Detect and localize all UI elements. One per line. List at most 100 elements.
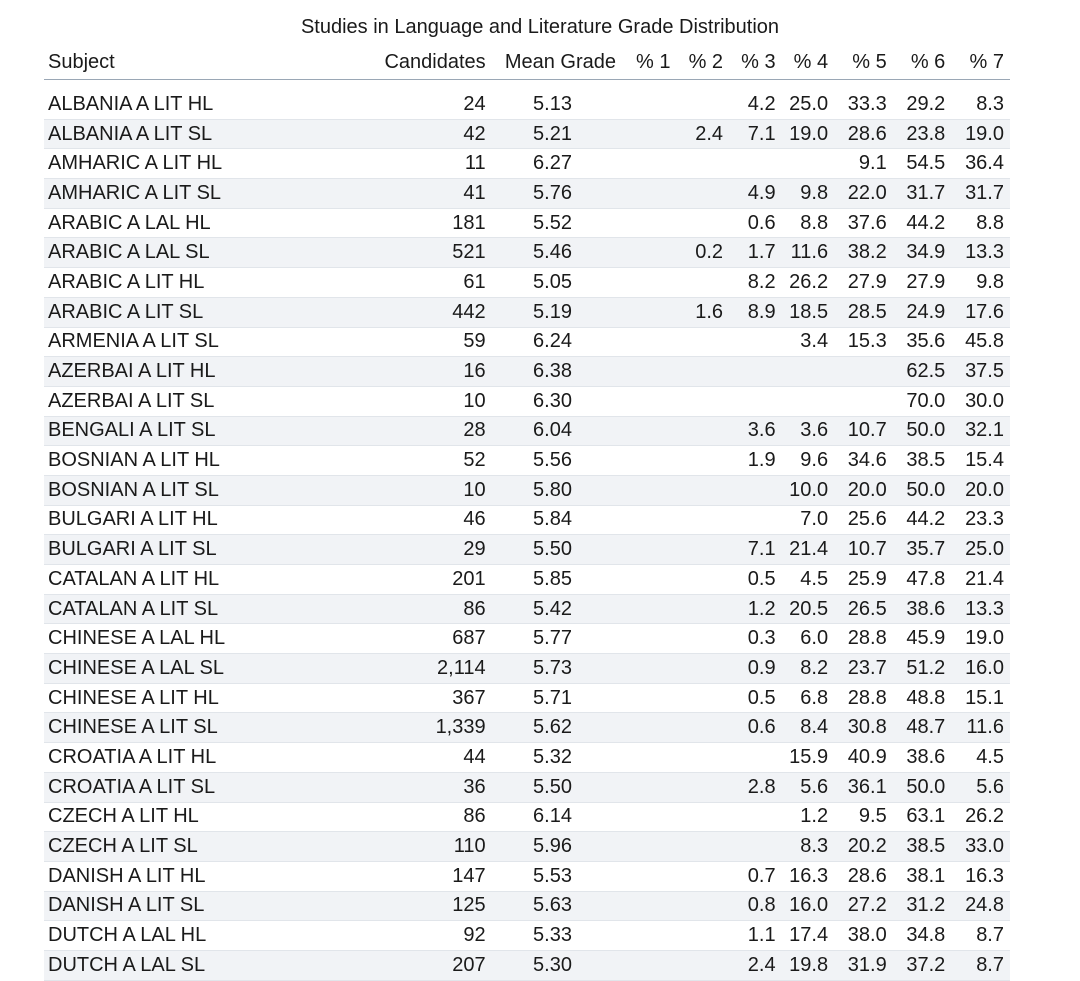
cell-pct-4: 6.0	[781, 623, 835, 655]
cell-pct-4: 15.9	[781, 742, 835, 773]
header-spacer	[44, 80, 1010, 91]
cell-pct-3: 2.8	[729, 772, 782, 803]
cell-pct-6: 31.2	[892, 891, 952, 922]
cell-pct-5: 34.6	[834, 445, 893, 476]
cell-pct-1	[623, 267, 677, 298]
cell-subject: DUTCH A LAL HL	[44, 920, 361, 951]
grade-distribution-table: Subject Candidates Mean Grade % 1 % 2 % …	[44, 46, 1010, 981]
cell-pct-5: 22.0	[834, 178, 893, 209]
cell-pct-6: 50.0	[892, 772, 952, 803]
table-row: AZERBAI A LIT HL 16 6.38 62.5 37.5	[44, 356, 1010, 387]
cell-pct-6: 24.9	[892, 297, 952, 328]
cell-pct-6: 34.9	[892, 237, 952, 269]
cell-pct-5: 30.8	[834, 712, 893, 744]
cell-mean-grade: 5.50	[491, 534, 624, 565]
cell-subject: DANISH A LIT HL	[44, 861, 361, 892]
cell-pct-7: 31.7	[951, 178, 1010, 209]
cell-pct-3: 1.1	[729, 920, 782, 951]
cell-pct-3	[729, 802, 782, 833]
cell-pct-4: 3.4	[781, 327, 835, 358]
table-row: DANISH A LIT SL 125 5.63 0.8 16.0 27.2 31.2 24.…	[44, 891, 1010, 922]
cell-subject: BENGALI A LIT SL	[44, 416, 361, 447]
cell-pct-7: 21.4	[951, 564, 1010, 595]
cell-subject: CROATIA A LIT SL	[44, 772, 361, 803]
cell-pct-5: 28.6	[834, 119, 893, 150]
cell-pct-4: 18.5	[781, 297, 835, 328]
header-pct-1: % 1	[623, 46, 677, 80]
cell-pct-4	[781, 356, 835, 387]
cell-pct-1	[623, 564, 677, 595]
cell-pct-2	[676, 475, 730, 506]
cell-subject: ARMENIA A LIT SL	[44, 327, 361, 358]
table-row: CROATIA A LIT SL 36 5.50 2.8 5.6 36.1 50.0 5.6	[44, 772, 1010, 803]
cell-pct-2	[676, 831, 730, 862]
cell-pct-5: 27.2	[834, 891, 893, 922]
cell-mean-grade: 5.62	[491, 712, 624, 744]
cell-candidates: 201	[360, 564, 492, 595]
cell-pct-7: 8.3	[951, 90, 1010, 120]
table-row: CZECH A LIT HL 86 6.14 1.2 9.5 63.1 26.2	[44, 802, 1010, 833]
cell-mean-grade: 6.38	[491, 356, 624, 387]
cell-candidates: 41	[360, 178, 492, 209]
header-pct-2: % 2	[676, 46, 730, 80]
cell-pct-6: 38.1	[892, 861, 952, 892]
cell-pct-2	[676, 445, 730, 476]
cell-pct-6: 54.5	[892, 148, 952, 180]
cell-subject: AZERBAI A LIT HL	[44, 356, 361, 387]
cell-candidates: 86	[360, 802, 492, 833]
cell-pct-2	[676, 178, 730, 209]
cell-mean-grade: 5.53	[491, 861, 624, 892]
cell-candidates: 11	[360, 148, 492, 180]
cell-pct-4: 21.4	[781, 534, 835, 565]
cell-pct-4: 5.6	[781, 772, 835, 803]
table-row: CATALAN A LIT HL 201 5.85 0.5 4.5 25.9 47.8 21.…	[44, 564, 1010, 595]
cell-pct-2: 2.4	[676, 119, 730, 150]
cell-pct-1	[623, 445, 677, 476]
cell-candidates: 110	[360, 831, 492, 862]
cell-pct-3	[729, 831, 782, 862]
cell-pct-1	[623, 327, 677, 358]
cell-pct-2	[676, 505, 730, 536]
cell-pct-2	[676, 772, 730, 803]
cell-pct-1	[623, 831, 677, 862]
cell-pct-2	[676, 208, 730, 239]
cell-pct-1	[623, 386, 677, 417]
table-row: CHINESE A LIT HL 367 5.71 0.5 6.8 28.8 48.8 15.…	[44, 683, 1010, 714]
cell-candidates: 10	[360, 386, 492, 417]
cell-pct-7: 8.8	[951, 208, 1010, 239]
cell-pct-5: 38.0	[834, 920, 893, 951]
cell-mean-grade: 5.32	[491, 742, 624, 773]
cell-pct-2	[676, 416, 730, 447]
cell-pct-6: 47.8	[892, 564, 952, 595]
table-row: CHINESE A LIT SL 1,339 5.62 0.6 8.4 30.8 48.7 1…	[44, 712, 1010, 744]
cell-pct-7: 26.2	[951, 802, 1010, 833]
cell-pct-5: 10.7	[834, 416, 893, 447]
cell-subject: BOSNIAN A LIT SL	[44, 475, 361, 506]
cell-pct-7: 15.1	[951, 683, 1010, 714]
cell-mean-grade: 6.27	[491, 148, 624, 180]
cell-pct-1	[623, 891, 677, 922]
cell-pct-6: 51.2	[892, 653, 952, 684]
table-row: CZECH A LIT SL 110 5.96 8.3 20.2 38.5 33.0	[44, 831, 1010, 862]
cell-pct-3	[729, 148, 782, 180]
cell-pct-7: 11.6	[951, 712, 1010, 744]
cell-pct-3	[729, 475, 782, 506]
cell-pct-4: 19.8	[781, 950, 835, 981]
cell-mean-grade: 5.21	[491, 119, 624, 150]
cell-mean-grade: 5.50	[491, 772, 624, 803]
cell-mean-grade: 5.42	[491, 594, 624, 625]
header-candidates: Candidates	[360, 46, 492, 80]
cell-pct-1	[623, 475, 677, 506]
table-row: ARABIC A LIT HL 61 5.05 8.2 26.2 27.9 27.9 9.8	[44, 267, 1010, 298]
header-pct-7: % 7	[951, 46, 1010, 80]
cell-pct-5: 36.1	[834, 772, 893, 803]
cell-pct-7: 45.8	[951, 327, 1010, 358]
cell-pct-3: 1.9	[729, 445, 782, 476]
cell-pct-4: 4.5	[781, 564, 835, 595]
cell-subject: BOSNIAN A LIT HL	[44, 445, 361, 476]
cell-pct-7: 15.4	[951, 445, 1010, 476]
table-row: DANISH A LIT HL 147 5.53 0.7 16.3 28.6 38.1 16.…	[44, 861, 1010, 892]
cell-pct-2	[676, 950, 730, 981]
cell-pct-4: 7.0	[781, 505, 835, 536]
table-row: CROATIA A LIT HL 44 5.32 15.9 40.9 38.6 4.5	[44, 742, 1010, 773]
